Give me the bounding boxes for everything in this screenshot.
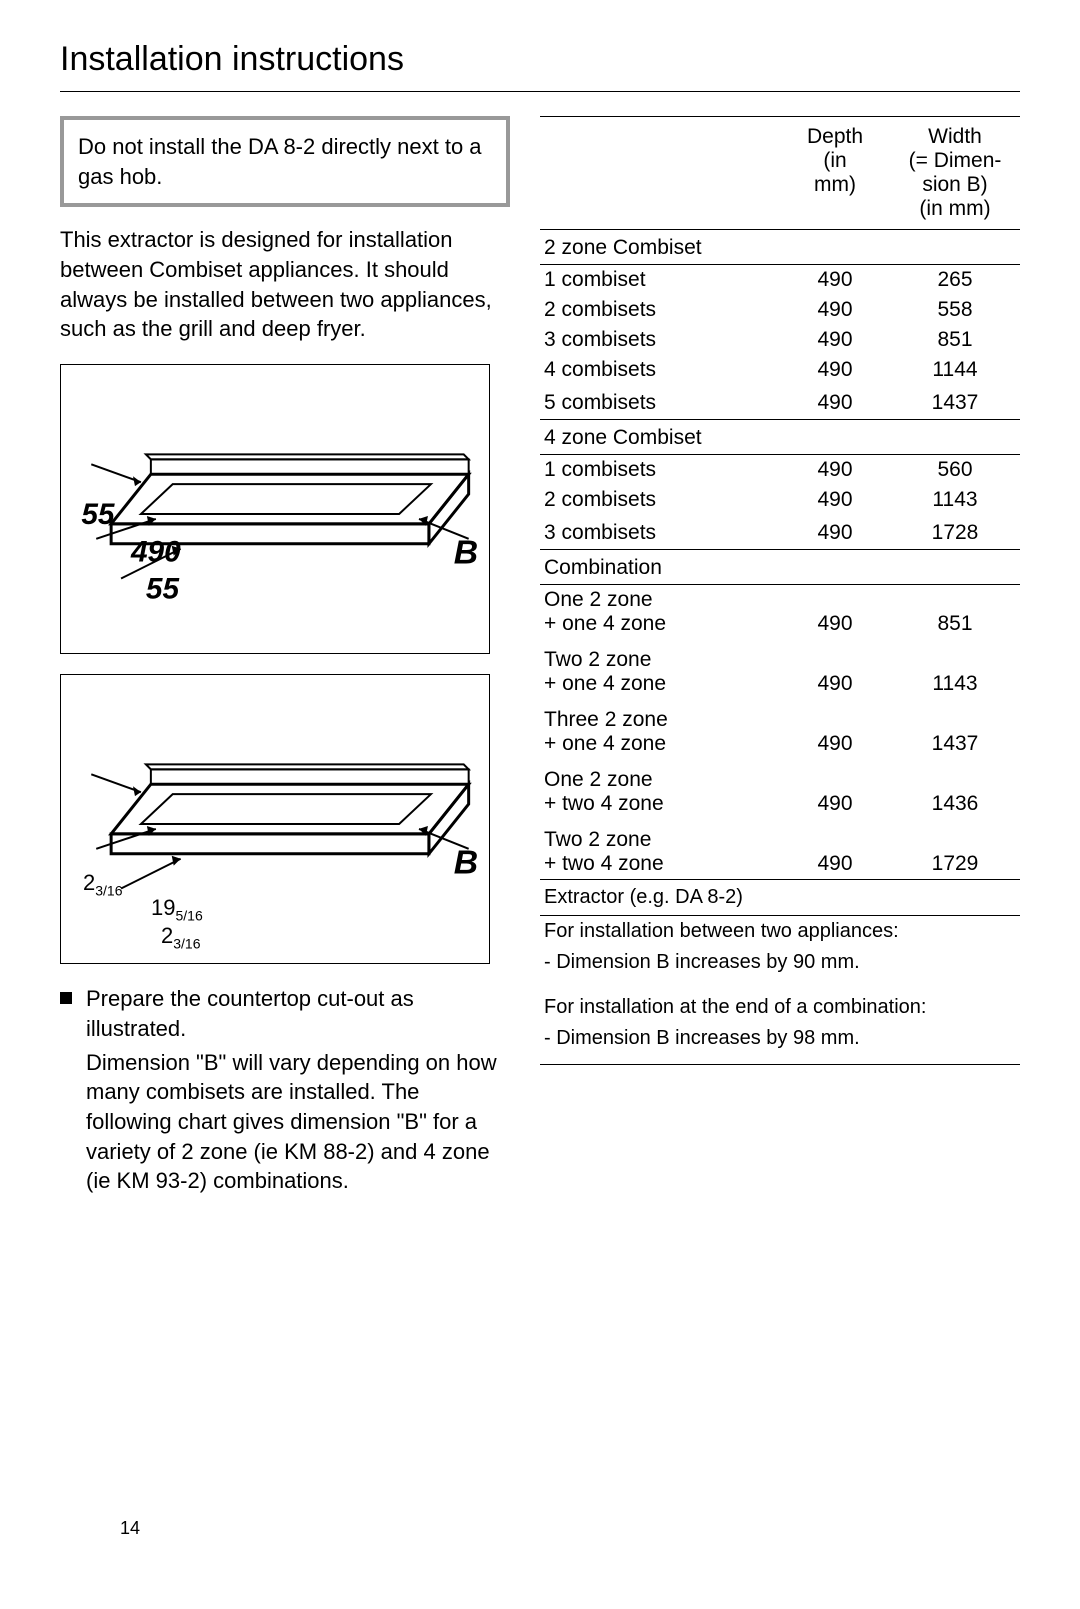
- table-section-4zone: 4 zone Combiset: [540, 420, 1020, 455]
- table-row: 3 combisets: [540, 325, 780, 355]
- table-row: 5 combisets: [540, 385, 780, 420]
- dim-B-1: B: [454, 534, 478, 572]
- extractor-heading: Extractor (e.g. DA 8-2): [540, 879, 1020, 916]
- table-row: Three 2 zone + one 4 zone: [540, 705, 780, 759]
- extractor-note-1b: - Dimension B increases by 90 mm.: [540, 947, 1020, 978]
- dim-490: 490: [130, 536, 181, 569]
- table-section-2zone: 2 zone Combiset: [540, 230, 1020, 265]
- square-bullet-icon: [60, 992, 72, 1004]
- cutout-diagram-inch: B 23/16 195/16 23/16: [60, 674, 490, 964]
- cutout-diagram-mm: 55 490 55 B: [60, 364, 490, 654]
- table-row: Two 2 zone + two 4 zone: [540, 825, 780, 879]
- dim-19-5-16: 195/16: [151, 895, 203, 923]
- table-row: 1 combiset: [540, 265, 780, 296]
- bullet-line-2: Dimension "B" will vary depending on how…: [86, 1048, 510, 1196]
- dimensions-table: Depth(inmm) Width(= Dimen-sion B)(in mm)…: [540, 116, 1020, 879]
- table-section-combination: Combination: [540, 550, 1020, 585]
- extractor-note-2a: For installation at the end of a combina…: [540, 992, 1020, 1023]
- table-header-depth: Depth(inmm): [780, 117, 890, 230]
- dim-55-bottom: 55: [146, 573, 180, 606]
- dim-2-3-16-top: 23/16: [83, 870, 123, 898]
- table-row: One 2 zone + two 4 zone: [540, 765, 780, 819]
- page-title: Installation instructions: [60, 40, 1020, 92]
- table-row: 3 combisets: [540, 515, 780, 550]
- dim-55-top: 55: [81, 498, 115, 531]
- table-row: Two 2 zone + one 4 zone: [540, 645, 780, 699]
- table-row: 2 combisets: [540, 295, 780, 325]
- extractor-note-2b: - Dimension B increases by 98 mm.: [540, 1023, 1020, 1054]
- table-row: 4 combisets: [540, 355, 780, 385]
- table-header-empty: [540, 117, 780, 230]
- table-row: 1 combisets: [540, 455, 780, 486]
- dim-2-3-16-bottom: 23/16: [161, 923, 201, 951]
- table-row: One 2 zone + one 4 zone: [540, 585, 780, 640]
- table-header-width: Width(= Dimen-sion B)(in mm): [890, 117, 1020, 230]
- table-row: 2 combisets: [540, 485, 780, 515]
- extractor-notes: Extractor (e.g. DA 8-2) For installation…: [540, 879, 1020, 1065]
- extractor-note-1a: For installation between two appliances:: [540, 916, 1020, 947]
- bullet-line-1: Prepare the countertop cut-out as illust…: [86, 984, 510, 1043]
- instruction-bullet: Prepare the countertop cut-out as illust…: [60, 984, 510, 1200]
- dim-B-2: B: [454, 844, 478, 882]
- warning-callout: Do not install the DA 8-2 directly next …: [60, 116, 510, 207]
- intro-text: This extractor is designed for installat…: [60, 225, 510, 344]
